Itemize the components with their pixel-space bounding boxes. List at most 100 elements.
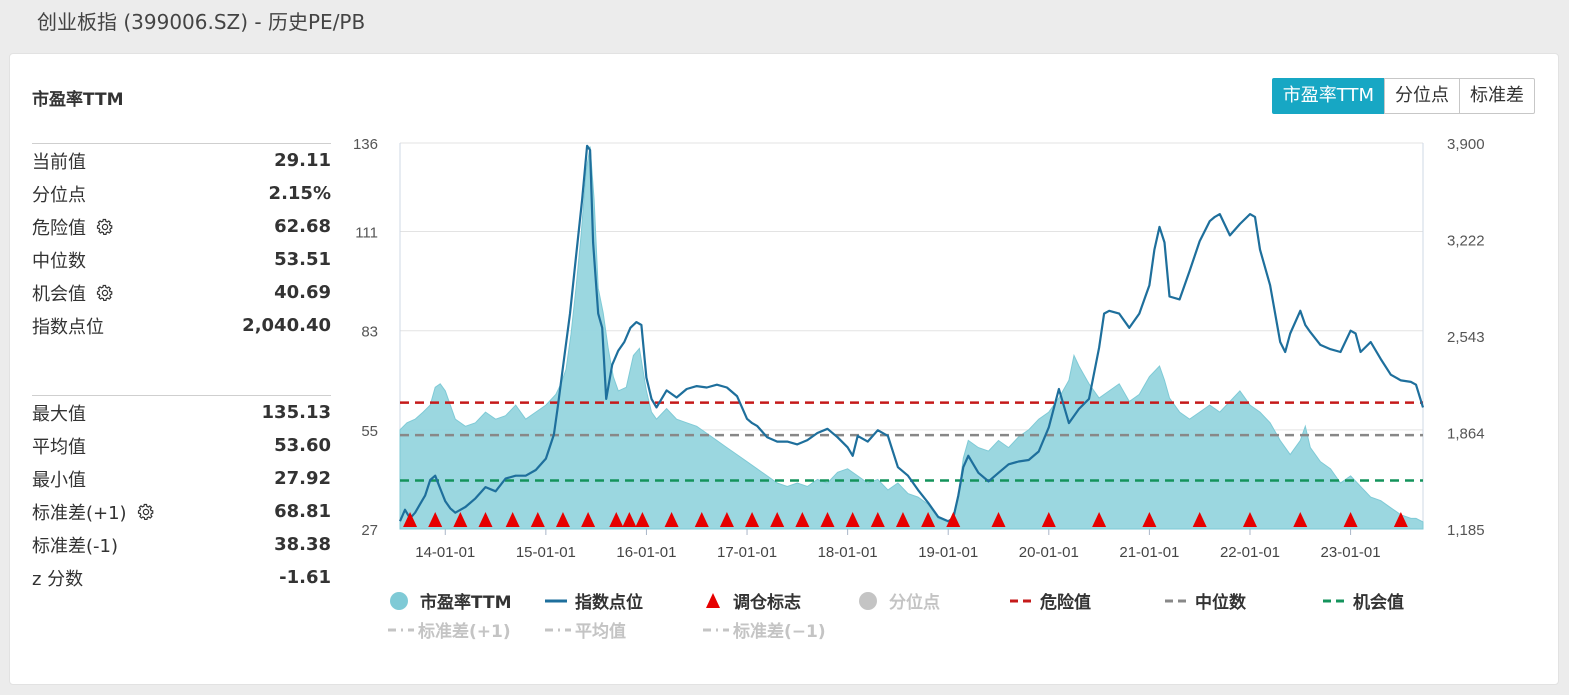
rebalance-marker <box>530 512 545 527</box>
index-level-line <box>398 144 1425 523</box>
stat-row: 最小值 27.92 <box>32 462 331 495</box>
legend-item-label[interactable]: 调仓标志 <box>733 592 801 613</box>
stat-row: 当前值 29.11 <box>32 144 331 177</box>
rebalance-marker <box>635 512 650 527</box>
rebalance-marker <box>664 512 679 527</box>
stat-value: 38.38 <box>274 534 331 555</box>
stat-value: -1.61 <box>279 567 331 588</box>
legend-item-label[interactable]: 指数点位 <box>575 592 643 613</box>
legend-item-label[interactable]: 分位点 <box>889 592 940 613</box>
legend-item-label[interactable]: 中位数 <box>1195 592 1247 613</box>
x-tick-label: 21-01-01 <box>1119 544 1179 561</box>
rebalance-marker <box>694 512 709 527</box>
stat-row: 最大值 135.13 <box>32 396 331 429</box>
rebalance-marker <box>946 512 961 527</box>
rebalance-marker <box>991 512 1006 527</box>
stat-value: 2.15% <box>268 183 331 204</box>
legend-swatch-triangle <box>706 593 720 608</box>
rebalance-marker <box>1293 512 1308 527</box>
rebalance-marker <box>581 512 596 527</box>
rebalance-marker <box>719 512 734 527</box>
stat-value: 27.92 <box>274 468 331 489</box>
stat-row: 分位点 2.15% <box>32 177 331 210</box>
rebalance-marker <box>403 512 418 527</box>
gear-icon[interactable] <box>137 503 155 521</box>
rebalance-marker <box>1041 512 1056 527</box>
stat-label: 分位点 <box>32 184 86 206</box>
rebalance-marker <box>1142 512 1157 527</box>
rebalance-marker <box>795 512 810 527</box>
stat-label: z 分数 <box>32 568 84 590</box>
stat-value: 53.51 <box>274 249 331 270</box>
x-tick-label: 19-01-01 <box>918 544 978 561</box>
pe-ttm-area <box>399 146 1424 530</box>
rebalance-marker <box>428 512 443 527</box>
y-left-tick-label: 136 <box>353 136 378 153</box>
y-right-tick-label: 3,222 <box>1447 232 1485 249</box>
rebalance-marker <box>1192 512 1207 527</box>
stat-row: 平均值 53.60 <box>32 429 331 462</box>
current-stats: 当前值 29.11 分位点 2.15% 危险值 62.68 中位数 53.51 … <box>32 143 331 342</box>
rebalance-marker <box>1092 512 1107 527</box>
rebalance-marker <box>820 512 835 527</box>
legend-item-label[interactable]: 平均值 <box>575 621 626 642</box>
rebalance-marker <box>478 512 493 527</box>
rebalance-marker <box>622 512 637 527</box>
stat-row: 机会值 40.69 <box>32 276 331 309</box>
rebalance-marker <box>1343 512 1358 527</box>
legend-swatch-area <box>390 592 408 610</box>
stat-row: 危险值 62.68 <box>32 210 331 243</box>
stat-label: 危险值 <box>32 217 86 239</box>
x-tick-label: 22-01-01 <box>1220 544 1280 561</box>
stat-value: 53.60 <box>274 435 331 456</box>
pe-history-chart[interactable]: 27 55 83 111 136 1,185 1,864 2,543 3,222 3,900 14-… <box>10 54 1558 684</box>
x-tick-label: 23-01-01 <box>1321 544 1381 561</box>
y-left-tick-label: 111 <box>355 225 378 242</box>
legend-item-label[interactable]: 标准差(−1) <box>733 621 826 642</box>
rebalance-marker <box>845 512 860 527</box>
stat-label: 指数点位 <box>32 316 104 338</box>
y-left-tick-label: 27 <box>361 522 378 539</box>
legend-item-label[interactable]: 标准差(+1) <box>418 621 511 642</box>
stat-label: 标准差(-1) <box>32 535 118 557</box>
x-tick-label: 15-01-01 <box>516 544 576 561</box>
y-right-tick-label: 2,543 <box>1447 329 1485 346</box>
x-tick-label: 18-01-01 <box>818 544 878 561</box>
stat-label: 当前值 <box>32 151 86 173</box>
page-title: 创业板指 (399006.SZ) - 历史PE/PB <box>37 10 366 34</box>
rebalance-marker <box>555 512 570 527</box>
rebalance-marker <box>770 512 785 527</box>
stat-value: 62.68 <box>274 216 331 237</box>
legend-item-label[interactable]: 机会值 <box>1353 592 1404 613</box>
stat-label: 中位数 <box>32 250 86 272</box>
y-left-tick-label: 55 <box>361 423 378 440</box>
stat-value: 40.69 <box>274 282 331 303</box>
stat-row: 标准差(+1) 68.81 <box>32 495 331 528</box>
rebalance-marker <box>609 512 624 527</box>
stat-label: 平均值 <box>32 436 86 458</box>
metric-tabs: 市盈率TTM 分位点 标准差 <box>1271 78 1535 114</box>
stat-label: 标准差(+1) <box>32 502 127 524</box>
rebalance-marker <box>921 512 936 527</box>
gear-icon[interactable] <box>96 284 114 302</box>
rebalance-marker <box>1242 512 1257 527</box>
rebalance-marker <box>505 512 520 527</box>
rebalance-marker <box>1393 512 1408 527</box>
legend-item-label[interactable]: 危险值 <box>1039 592 1091 613</box>
x-tick-label: 14-01-01 <box>415 544 475 561</box>
y-right-tick-label: 3,900 <box>1447 136 1485 153</box>
y-left-tick-label: 83 <box>361 324 378 341</box>
tab-std-dev[interactable]: 标准差 <box>1459 78 1535 114</box>
stat-row: 指数点位 2,040.40 <box>32 309 331 342</box>
legend-item-label[interactable]: 市盈率TTM <box>420 592 512 613</box>
x-tick-label: 16-01-01 <box>616 544 676 561</box>
stat-label: 机会值 <box>32 283 86 305</box>
summary-stats: 最大值 135.13 平均值 53.60 最小值 27.92 标准差(+1) 6… <box>32 395 331 594</box>
x-tick-label: 20-01-01 <box>1019 544 1079 561</box>
gear-icon[interactable] <box>96 218 114 236</box>
legend-swatch-dot <box>859 592 877 610</box>
stat-value: 68.81 <box>274 501 331 522</box>
y-right-tick-label: 1,185 <box>1447 522 1485 539</box>
stat-label: 最小值 <box>32 469 86 491</box>
x-tick-label: 17-01-01 <box>717 544 777 561</box>
